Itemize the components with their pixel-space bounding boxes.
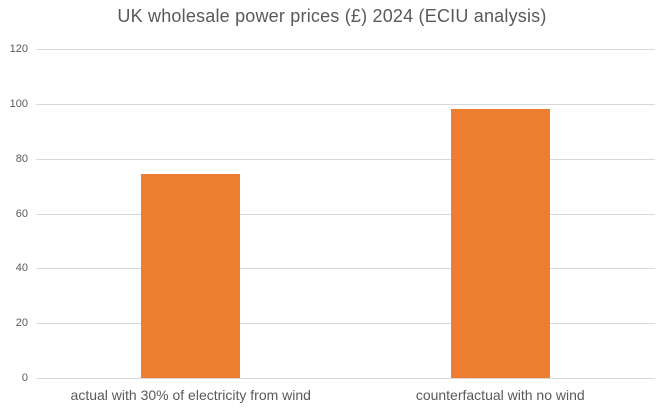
y-tick-label: 20 bbox=[15, 317, 28, 330]
gridline bbox=[36, 378, 655, 379]
gridline bbox=[36, 103, 655, 105]
bar-counterfactual-no-wind bbox=[450, 109, 550, 378]
bar-actual-with-wind bbox=[141, 173, 241, 378]
gridline bbox=[36, 158, 655, 160]
gridline bbox=[36, 268, 655, 270]
chart-title: UK wholesale power prices (£) 2024 (ECIU… bbox=[117, 6, 547, 26]
y-tick-label: 40 bbox=[15, 262, 28, 275]
y-tick-label: 100 bbox=[9, 97, 28, 110]
gridline bbox=[36, 323, 655, 325]
y-tick-label: 0 bbox=[21, 372, 28, 384]
x-tick-label: actual with 30% of electricity from wind bbox=[70, 387, 311, 403]
y-tick-label: 80 bbox=[15, 152, 28, 165]
gridline bbox=[36, 213, 655, 215]
gridline bbox=[36, 49, 655, 50]
y-tick-label: 120 bbox=[9, 43, 28, 55]
x-tick-label: counterfactual with no wind bbox=[415, 387, 585, 403]
y-tick-label: 60 bbox=[15, 207, 28, 220]
